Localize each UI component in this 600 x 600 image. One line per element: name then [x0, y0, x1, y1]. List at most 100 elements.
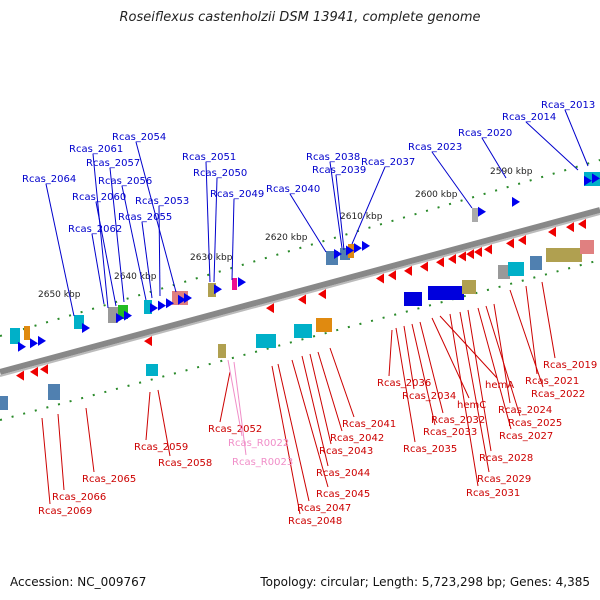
feature-box — [340, 248, 350, 260]
reverse-gene-leader — [85, 407, 95, 473]
forward-gene-leader — [121, 185, 147, 301]
reverse-arrows — [16, 218, 586, 381]
reverse-gene-leader — [57, 413, 65, 491]
forward-tick-track — [0, 159, 600, 337]
kbp-labels: 2650 kbp 2640 kbp 2630 kbp 2620 kbp 2610… — [38, 167, 533, 300]
feature-box — [118, 305, 128, 319]
feature-box — [498, 265, 510, 279]
forward-gene-label: Rcas_2039 — [312, 165, 366, 176]
reverse-gene-label: Rcas_2033 — [423, 427, 477, 438]
forward-gene-leader — [351, 166, 386, 245]
forward-gene-leader — [289, 193, 327, 253]
reverse-gene-arrow — [578, 218, 586, 229]
rna-gene-labels: Rcas_R0022 Rcas_R0023 — [227, 359, 293, 468]
reverse-gene-label: Rcas_2044 — [316, 468, 370, 479]
reverse-gene-label: Rcas_2034 — [402, 391, 456, 402]
reverse-gene-leader — [317, 351, 343, 432]
reverse-gene-leader — [271, 365, 301, 515]
forward-gene-arrow — [592, 173, 600, 184]
reverse-gene-leader — [395, 327, 416, 443]
feature-box — [256, 334, 276, 348]
forward-gene-label: Rcas_2050 — [193, 168, 247, 179]
reverse-gene-leader — [449, 313, 479, 487]
reverse-gene-arrow — [566, 222, 574, 233]
reverse-gene-arrow — [318, 289, 326, 300]
forward-gene-arrow — [584, 175, 592, 186]
forward-gene-leader — [481, 137, 507, 179]
forward-gene-label: Rcas_2056 — [98, 176, 152, 187]
reverse-gene-arrow — [376, 273, 384, 284]
reverse-gene-label: Rcas_2059 — [134, 442, 188, 453]
feature-box — [218, 344, 226, 358]
reverse-gene-arrow — [144, 336, 152, 347]
reverse-gene-leader — [467, 309, 492, 452]
feature-box — [428, 286, 464, 300]
forward-gene-arrow — [184, 293, 192, 304]
forward-gene-label: Rcas_2037 — [361, 157, 415, 168]
reverse-gene-arrow — [484, 244, 492, 255]
forward-gene-arrow — [116, 312, 124, 323]
reverse-gene-label: Rcas_2065 — [82, 474, 136, 485]
forward-gene-label: Rcas_2055 — [118, 212, 172, 223]
forward-gene-arrow — [362, 240, 370, 251]
feature-box — [208, 283, 216, 297]
feature-box — [546, 248, 582, 262]
feature-box — [232, 278, 237, 290]
reverse-gene-label: Rcas_2029 — [477, 474, 531, 485]
reverse-gene-leader — [403, 325, 415, 390]
forward-gene-label: Rcas_2013 — [541, 100, 595, 111]
forward-gene-leader — [91, 233, 105, 305]
forward-gene-arrow — [30, 338, 38, 349]
reverse-gene-label: Rcas_2045 — [316, 489, 370, 500]
feature-box — [10, 328, 20, 344]
feature-box — [48, 384, 60, 400]
reverse-gene-leader — [219, 371, 231, 423]
forward-gene-leader — [95, 201, 117, 307]
forward-gene-label: Rcas_2014 — [502, 112, 556, 123]
forward-gene-label: Rcas_2038 — [306, 152, 360, 163]
forward-gene-label: Rcas_2023 — [408, 142, 462, 153]
forward-gene-label: Rcas_2053 — [135, 196, 189, 207]
forward-gene-arrow — [38, 335, 46, 346]
reverse-gene-leader — [509, 289, 544, 388]
forward-gene-leader — [329, 161, 343, 249]
forward-gene-label: Rcas_2040 — [266, 184, 320, 195]
forward-gene-arrow — [158, 300, 166, 311]
reverse-gene-label: hemC — [457, 400, 486, 411]
kbp-label-2610: 2610 kbp — [340, 212, 383, 222]
reverse-gene-label: Rcas_2043 — [319, 446, 373, 457]
reverse-gene-label: Rcas_2041 — [342, 419, 396, 430]
forward-gene-leader — [158, 205, 161, 297]
reverse-gene-leader — [525, 285, 538, 375]
reverse-gene-label: Rcas_2022 — [531, 389, 585, 400]
forward-gene-arrow — [166, 298, 174, 309]
reverse-gene-label: Rcas_2069 — [38, 506, 92, 517]
feature-box — [508, 262, 524, 276]
forward-gene-leader — [564, 109, 589, 167]
forward-gene-arrow — [124, 310, 132, 321]
forward-gene-leader — [45, 183, 75, 317]
reverse-gene-label: Rcas_2042 — [330, 433, 384, 444]
reverse-gene-leader — [157, 389, 171, 457]
feature-box — [108, 307, 118, 323]
reverse-gene-label: Rcas_2066 — [52, 492, 106, 503]
kbp-label-2620: 2620 kbp — [265, 233, 308, 243]
reverse-gene-arrow — [298, 294, 306, 305]
reverse-gene-arrow — [474, 247, 482, 258]
genome-backbone-shadow — [0, 213, 600, 377]
forward-gene-leader — [92, 153, 109, 309]
reverse-gene-labels: Rcas_2069 Rcas_2066 Rcas_2065 Rcas_2059 Rcas… — [38, 281, 597, 527]
reverse-gene-leader — [301, 355, 329, 467]
rna-gene-label: Rcas_R0023 — [232, 457, 293, 468]
feature-box — [146, 364, 158, 376]
reverse-gene-label: Rcas_2019 — [543, 360, 597, 371]
forward-gene-arrow — [354, 243, 362, 254]
feature-box — [530, 256, 542, 270]
forward-gene-label: Rcas_2060 — [72, 192, 126, 203]
topology-text: Topology: circular; Length: 5,723,298 bp… — [260, 575, 590, 589]
forward-gene-leader — [431, 151, 473, 209]
genome-backbone — [0, 207, 600, 375]
forward-gene-arrow — [512, 196, 520, 207]
rna-gene-leader — [233, 361, 247, 456]
